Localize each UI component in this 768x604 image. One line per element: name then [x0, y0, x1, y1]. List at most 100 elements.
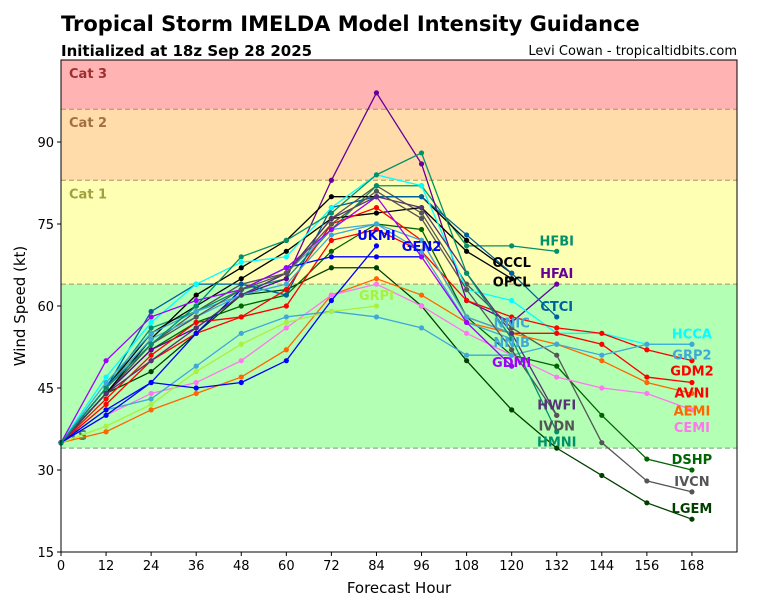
data-point-aemi [644, 379, 650, 386]
data-point-hfai [554, 281, 560, 287]
data-point-hwfi [509, 330, 515, 336]
series-line-hfai [60, 91, 558, 444]
data-point-grp2 [464, 352, 470, 358]
data-point-gdm2 [283, 303, 289, 309]
data-point-cemi [238, 358, 244, 364]
data-point-occl [193, 292, 199, 298]
band-cat-3 [61, 60, 737, 110]
data-point-ivdn [328, 221, 334, 227]
data-point-gen2 [193, 330, 199, 336]
data-point-ctci [418, 194, 425, 200]
data-point-hmni [328, 210, 334, 216]
data-point-ctci [283, 292, 289, 298]
data-point-ofcl [509, 276, 515, 282]
data-point-gdm2 [464, 297, 470, 304]
data-point-grp2 [644, 341, 650, 347]
data-point-nnib [148, 336, 154, 342]
series-label-cemi: CEMI [674, 421, 710, 436]
data-point-gdm2 [103, 396, 109, 402]
series-line-grpi [60, 305, 377, 444]
data-point-occl [464, 237, 470, 243]
data-point-grp2 [689, 341, 695, 347]
data-point-occl [328, 194, 334, 200]
data-point-hfai [148, 347, 154, 353]
data-point-ukmi [328, 297, 334, 304]
data-point-hcca [509, 297, 515, 304]
data-point-hwfi [103, 390, 109, 397]
data-point-gdmi [148, 314, 154, 320]
band-cat-2 [61, 109, 737, 181]
series-label-hwfi: HWFI [537, 398, 576, 413]
series-label-ivdn: IVDN [538, 419, 575, 434]
data-point-avni [689, 379, 695, 386]
data-point-hfbi [464, 243, 470, 249]
data-point-ukmi [238, 379, 244, 386]
series-label-hfai: HFAI [540, 267, 573, 282]
data-point-lgem [464, 358, 470, 364]
data-point-cemi [599, 385, 605, 391]
data-point-gdm2 [148, 352, 154, 358]
data-point-gdm2 [599, 330, 605, 336]
data-point-cemi [464, 330, 470, 336]
data-point-gdm2 [509, 314, 515, 320]
data-point-ofcl [283, 248, 289, 254]
y-tick-label: 60 [37, 300, 54, 315]
data-point-gen2 [328, 254, 334, 260]
x-tick-label: 48 [233, 559, 250, 574]
series-label-grp2: GRP2 [672, 348, 711, 363]
data-point-ctci [509, 270, 515, 276]
data-point-hmni [464, 270, 470, 276]
data-point-gdm2 [644, 347, 650, 353]
x-tick-label: 168 [680, 559, 705, 574]
data-point-grp2 [599, 352, 605, 358]
data-point-grp2 [418, 325, 425, 331]
data-point-gdmi [509, 363, 515, 369]
x-tick-label: 84 [368, 559, 385, 574]
data-point-hfai [509, 319, 515, 325]
data-point-nnic [148, 330, 154, 336]
data-point-aemi [193, 390, 199, 397]
data-point-gdm2 [328, 237, 334, 243]
data-point-hfbi [373, 183, 380, 189]
y-tick-label: 90 [37, 136, 54, 151]
data-point-hwfi [418, 205, 425, 211]
band-ts [61, 284, 737, 449]
data-point-ofcl [464, 248, 470, 254]
x-tick-label: 24 [143, 559, 160, 574]
data-point-ivdn [193, 314, 199, 320]
data-point-cemi [148, 390, 154, 397]
band-label: Cat 2 [69, 116, 107, 131]
data-point-grpi [193, 369, 199, 375]
data-point-ukmi [373, 243, 380, 249]
data-point-nnic [418, 237, 425, 243]
data-point-avni [373, 205, 380, 211]
data-point-ivcn [599, 440, 605, 446]
band-label: Cat 1 [69, 187, 107, 202]
x-tick-label: 156 [634, 559, 659, 574]
data-point-cemi [193, 379, 199, 386]
data-point-hmni [103, 385, 109, 391]
data-point-gdmi [328, 226, 334, 233]
data-point-hwfi [193, 325, 199, 331]
data-point-cemi [328, 292, 334, 298]
data-point-grp2 [193, 363, 199, 369]
data-point-avni [554, 330, 560, 336]
data-point-grp2 [148, 396, 154, 402]
y-tick-label: 45 [37, 382, 54, 397]
data-point-hwfi [148, 358, 154, 364]
data-point-ivcn [554, 352, 560, 358]
data-point-lgem [373, 265, 380, 271]
data-point-aemi [418, 292, 425, 298]
data-point-gdmi [193, 297, 199, 304]
data-point-ukmi [193, 385, 199, 391]
series-label-gen2: GEN2 [402, 240, 441, 255]
data-point-hfai [418, 161, 425, 167]
series-line-ukmi [60, 245, 377, 444]
x-tick-label: 72 [323, 559, 340, 574]
data-point-nnib [283, 281, 289, 287]
data-point-cemi [283, 325, 289, 331]
data-point-ivcn [418, 210, 425, 216]
data-point-ivdn [373, 188, 380, 194]
x-tick-label: 36 [188, 559, 205, 574]
